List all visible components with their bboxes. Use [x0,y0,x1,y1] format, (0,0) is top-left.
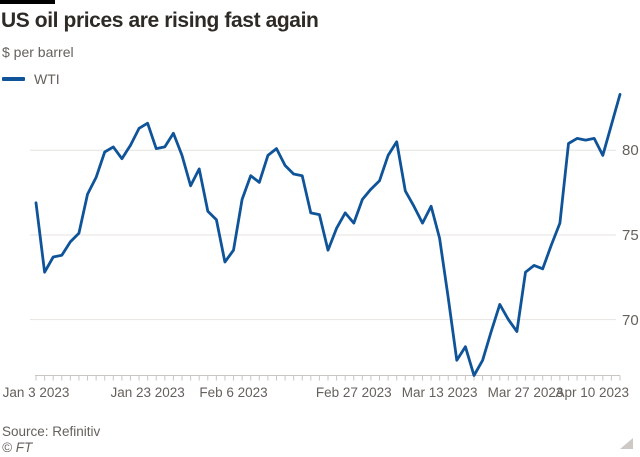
y-axis-label-75: 75 [622,226,639,244]
chart-legend: WTI [2,71,60,87]
brand-bar [0,0,55,4]
x-axis-label: Feb 6 2023 [199,385,268,400]
chart-title: US oil prices are rising fast again [1,9,319,32]
copyright-label: © FT [2,440,33,455]
resize-handle-icon [620,438,633,449]
y-axis-label-80: 80 [622,142,639,160]
legend-line-swatch-wti [2,77,25,81]
y-axis-label-70: 70 [622,311,639,329]
x-axis-label: Mar 13 2023 [401,385,478,400]
x-axis-label: Mar 27 2023 [487,385,564,400]
chart-subtitle: $ per barrel [2,44,74,60]
wti-price-line [34,93,622,377]
x-axis-label: Feb 27 2023 [315,385,392,400]
x-axis-label: Jan 3 2023 [2,385,70,400]
x-axis-label: Apr 10 2023 [555,385,629,400]
x-axis-label: Jan 23 2023 [110,385,185,400]
legend-label-wti: WTI [34,71,60,87]
source-label: Source: Refinitiv [2,424,101,439]
